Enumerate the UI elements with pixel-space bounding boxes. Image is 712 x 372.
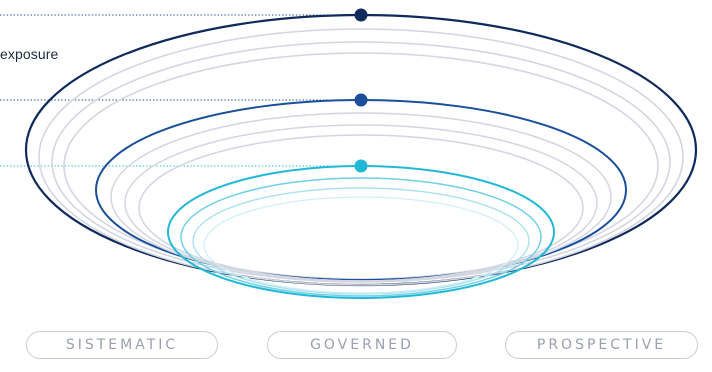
middle-ring-faint-2 bbox=[124, 124, 598, 282]
inner-ring-faint-2 bbox=[192, 187, 530, 295]
exposure-label: exposure bbox=[0, 46, 59, 62]
inner-ring-faint-1 bbox=[180, 177, 542, 297]
middle-level-dot[interactable] bbox=[354, 93, 368, 107]
middle-ring-faint-3 bbox=[138, 134, 584, 282]
outer-level-dot[interactable] bbox=[354, 8, 368, 22]
inner-ring-faint-3 bbox=[203, 196, 519, 294]
outer-ring-faint-2 bbox=[51, 41, 671, 283]
prospective-button[interactable]: PROSPECTIVE bbox=[505, 331, 698, 359]
inner-level-dot[interactable] bbox=[354, 159, 368, 173]
sistematic-button[interactable]: SISTEMATIC bbox=[26, 331, 218, 359]
outer-ring-faint-1 bbox=[38, 28, 684, 286]
governed-button[interactable]: GOVERNED bbox=[267, 331, 457, 359]
